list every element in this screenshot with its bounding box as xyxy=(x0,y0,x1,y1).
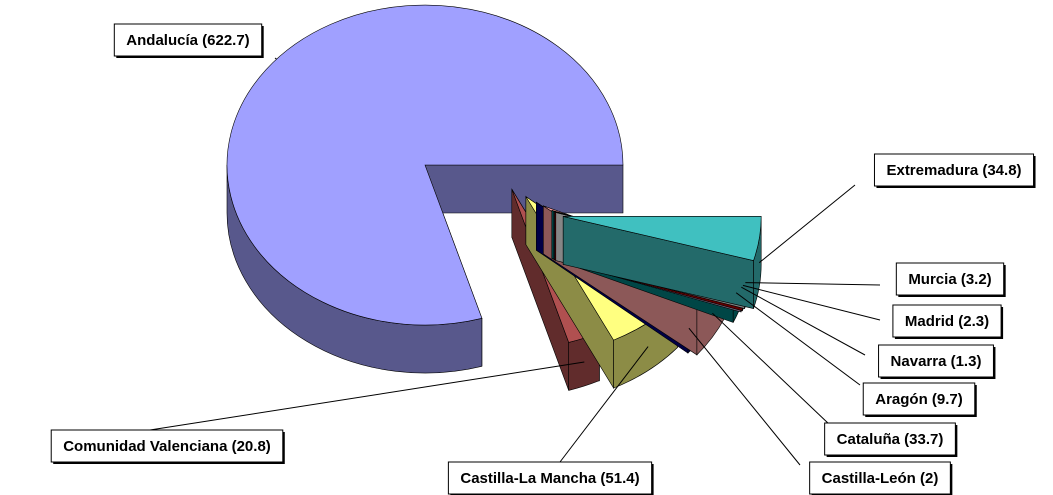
slice-label: Castilla-León (2) xyxy=(822,470,939,487)
label-box xyxy=(892,304,1002,338)
slice-top xyxy=(563,216,762,261)
label-box xyxy=(824,422,956,456)
leader-line xyxy=(712,312,831,426)
leader-line xyxy=(149,361,585,431)
label-box xyxy=(809,461,951,495)
leader-line xyxy=(741,286,866,356)
slice-wall xyxy=(424,164,624,214)
label-box xyxy=(873,153,1035,187)
leader-line xyxy=(735,292,861,386)
leader-line xyxy=(758,184,856,264)
leader-line xyxy=(688,327,801,466)
slice-label: Extremadura (34.8) xyxy=(886,162,1021,179)
label-box xyxy=(113,23,263,57)
label-box xyxy=(862,382,976,416)
slice-label: Castilla-La Mancha (51.4) xyxy=(460,470,639,487)
leader-line xyxy=(745,282,881,286)
slice xyxy=(562,216,762,309)
slice-label: Comunidad Valenciana (20.8) xyxy=(63,438,271,455)
label-box xyxy=(50,429,284,463)
slice xyxy=(226,4,624,374)
label-box xyxy=(878,344,994,378)
slice-label: Madrid (2.3) xyxy=(905,313,989,330)
label-box xyxy=(447,461,653,495)
leader-line xyxy=(559,346,649,463)
leader-line xyxy=(742,284,881,321)
slice-top xyxy=(226,4,624,326)
label-box xyxy=(895,262,1005,296)
slice-label: Aragón (9.7) xyxy=(875,391,963,408)
slice-label: Navarra (1.3) xyxy=(891,353,982,370)
slice-label: Andalucía (622.7) xyxy=(126,32,249,49)
slice-label: Murcia (3.2) xyxy=(908,271,991,288)
slice-label: Cataluña (33.7) xyxy=(837,431,944,448)
leader-line xyxy=(274,57,277,60)
